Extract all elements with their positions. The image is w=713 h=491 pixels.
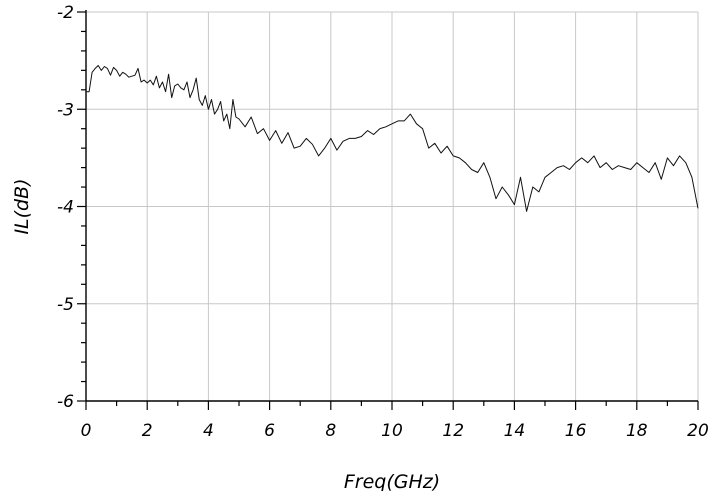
- y-tick-label: -2: [57, 3, 74, 23]
- x-tick-label: 0: [81, 421, 92, 441]
- x-tick-label: 18: [626, 421, 648, 441]
- x-tick-label: 4: [203, 421, 214, 441]
- x-tick-label: 20: [687, 421, 709, 441]
- x-tick-label: 10: [381, 421, 403, 441]
- series-line: [86, 65, 699, 212]
- ticks: [77, 11, 699, 410]
- grid: [86, 11, 699, 401]
- x-tick-label: 2: [142, 421, 153, 441]
- x-tick-label: 6: [264, 421, 275, 441]
- x-tick-label: 8: [325, 421, 336, 441]
- y-tick-label: -4: [57, 198, 74, 218]
- x-tick-label: 14: [504, 421, 526, 441]
- x-tick-label: 16: [565, 421, 587, 441]
- y-tick-label: -3: [57, 100, 74, 120]
- y-axis-label: IL(dB): [11, 178, 33, 234]
- x-axis-label: Freq(GHz): [344, 471, 440, 491]
- x-tick-label: 12: [442, 421, 464, 441]
- y-tick-label: -6: [57, 392, 74, 412]
- y-tick-label: -5: [57, 295, 74, 315]
- x-tick-labels: 0 2 4 6 8 10 12 14 16 18 20: [81, 421, 709, 441]
- y-tick-labels: -6 -5 -4 -3 -2: [57, 3, 74, 412]
